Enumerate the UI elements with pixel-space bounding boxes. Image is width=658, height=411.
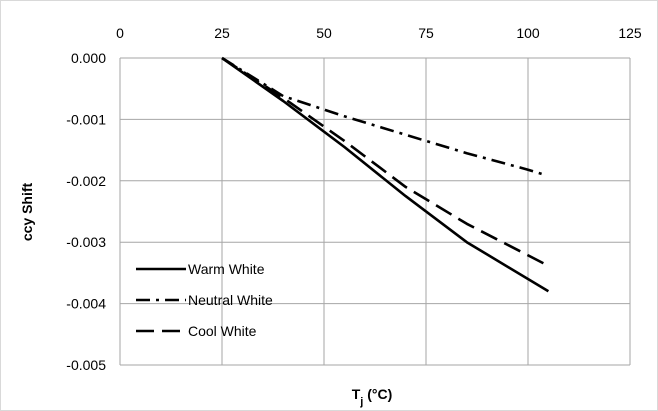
y-tick-label: -0.004 [66, 296, 106, 312]
x-tick-label: 100 [516, 25, 540, 41]
x-tick-label: 25 [214, 25, 230, 41]
x-tick-label: 125 [618, 25, 642, 41]
y-tick-label: -0.005 [66, 357, 106, 373]
legend-label-warm-white: Warm White [188, 261, 265, 277]
y-tick-label: -0.001 [66, 111, 106, 127]
legend-label-neutral-white: Neutral White [188, 292, 273, 308]
y-tick-label: -0.002 [66, 173, 106, 189]
x-tick-label: 75 [418, 25, 434, 41]
legend-label-cool-white: Cool White [188, 323, 257, 339]
x-tick-label: 50 [316, 25, 332, 41]
x-axis-title-unit: (°C) [363, 386, 392, 402]
x-tick-label: 0 [116, 25, 124, 41]
y-axis-title: ccy Shift [19, 182, 35, 241]
y-tick-label: -0.003 [66, 234, 106, 250]
y-tick-label: 0.000 [71, 50, 106, 66]
